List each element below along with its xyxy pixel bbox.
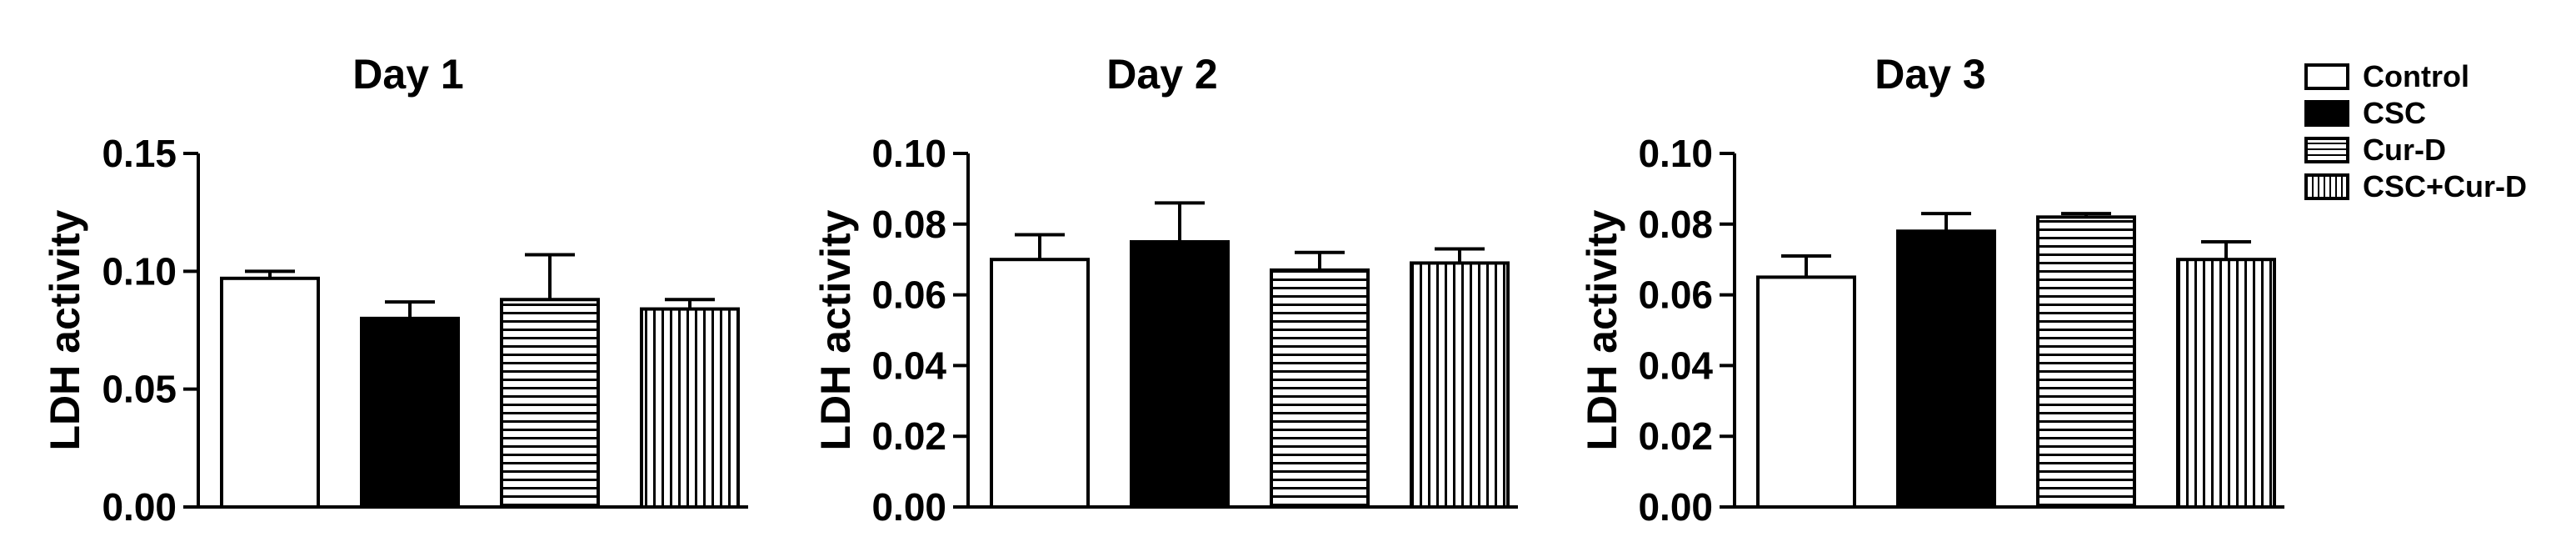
y-axis-label: LDH activity	[812, 209, 859, 450]
y-tick-label: 0.00	[102, 485, 177, 529]
legend-item-cur-d: Cur-D	[2304, 133, 2446, 167]
chart-title: Day 2	[1106, 51, 1217, 98]
chart-title: Day 3	[1875, 51, 1985, 98]
y-tick-label: 0.04	[1638, 344, 1713, 387]
chart-panel-day-3: Day 3 LDH activity 0.00 0.02 0.04 0.06 0.08 0.1…	[1579, 51, 2284, 529]
legend-swatch-cur-d	[2304, 137, 2349, 163]
y-tick-label: 0.00	[1638, 485, 1713, 529]
chart-panels: Day 1 LDH activity 0.00 0.05 0.10 0.15 Day 2 LD…	[42, 51, 2284, 529]
bar-csc	[1130, 240, 1230, 509]
legend-swatch-control	[2304, 63, 2349, 90]
y-tick-label: 0.00	[871, 485, 946, 529]
legend-item-csc: CSC	[2304, 96, 2426, 130]
legend: Control CSC Cur-D CSC+Cur-D	[2304, 59, 2527, 203]
bar-csc-cur-d	[1410, 261, 1510, 509]
y-axis-label: LDH activity	[1579, 209, 1625, 450]
legend-label-cur-d: Cur-D	[2363, 133, 2446, 167]
legend-swatch-csc	[2304, 100, 2349, 127]
bar-csc-cur-d	[640, 307, 740, 509]
chart-panel-day-1: Day 1 LDH activity 0.00 0.05 0.10 0.15	[42, 51, 748, 529]
bar-control	[990, 258, 1090, 509]
bar-cur-d	[1270, 268, 1370, 509]
y-tick-label: 0.02	[871, 414, 946, 458]
y-axis-label: LDH activity	[42, 209, 88, 450]
legend-item-csc-cur-d: CSC+Cur-D	[2304, 169, 2527, 203]
y-tick-label: 0.04	[871, 344, 946, 387]
y-tick-label: 0.06	[871, 273, 946, 317]
y-tick-label: 0.08	[871, 203, 946, 246]
bar-cur-d	[2036, 215, 2136, 509]
legend-swatch-csc-cur-d	[2304, 173, 2349, 200]
y-tick-label: 0.10	[871, 132, 946, 175]
legend-label-control: Control	[2363, 59, 2469, 93]
legend-label-csc-cur-d: CSC+Cur-D	[2363, 169, 2527, 203]
chart-panel-day-2: Day 2 LDH activity 0.00 0.02 0.04 0.06 0.08 0.1…	[812, 51, 1518, 529]
y-tick-label: 0.08	[1638, 203, 1713, 246]
bar-control	[1756, 275, 1856, 509]
y-tick-label: 0.10	[1638, 132, 1713, 175]
chart-title: Day 1	[352, 51, 463, 98]
legend-item-control: Control	[2304, 59, 2469, 93]
y-tick-label: 0.15	[102, 132, 177, 175]
legend-label-csc: CSC	[2363, 96, 2426, 130]
bar-control	[220, 276, 320, 509]
y-tick-label: 0.10	[102, 249, 177, 293]
y-tick-label: 0.05	[102, 368, 177, 411]
bar-cur-d	[500, 298, 600, 509]
y-tick-label: 0.02	[1638, 414, 1713, 458]
bar-csc	[360, 316, 460, 509]
y-tick-label: 0.06	[1638, 273, 1713, 317]
bar-csc	[1896, 229, 1996, 509]
bar-csc-cur-d	[2176, 258, 2276, 509]
